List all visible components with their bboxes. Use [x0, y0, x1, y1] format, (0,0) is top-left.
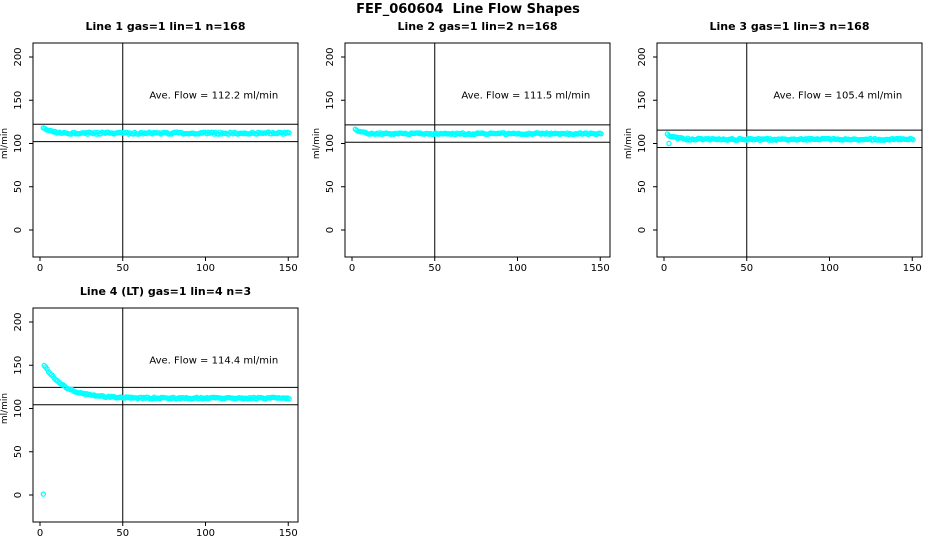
y-axis-label: ml/min — [0, 393, 10, 424]
panel-line-4: Line 4 (LT) gas=1 lin=4 n=3 0 50 100 150 0 50… — [0, 283, 312, 540]
data-series — [40, 362, 292, 497]
ave-flow-annotation: Ave. Flow = 111.5 ml/min — [461, 91, 590, 102]
y-tick-label: 200 — [637, 47, 648, 66]
outlier-data-point — [666, 140, 672, 147]
x-tick-label: 150 — [591, 263, 610, 274]
y-tick-label: 150 — [13, 356, 24, 375]
plot-canvas-line-1: 0 50 100 150 0 50 100 150 200 ml/min Ave. Flow = 1… — [0, 42, 299, 274]
data-point — [286, 396, 292, 402]
plot-box — [32, 307, 299, 523]
outlier-data-point — [40, 491, 47, 497]
y-tick-label: 200 — [13, 312, 24, 331]
panel-title-line-1: Line 1 gas=1 lin=1 n=168 — [85, 20, 246, 33]
plot-box — [656, 42, 923, 258]
x-tick-label: 100 — [196, 528, 215, 539]
x-tick-label: 100 — [196, 263, 215, 274]
plot-canvas-line-4: 0 50 100 150 0 50 100 150 200 ml/min Ave. Flow = 1… — [0, 307, 299, 539]
plot-canvas-line-2: 0 50 100 150 0 50 100 150 200 ml/min Ave. Flow = 1… — [312, 42, 611, 274]
data-series — [664, 131, 916, 147]
x-tick-label: 50 — [116, 263, 129, 274]
x-tick-label: 150 — [279, 528, 298, 539]
x-tick-label: 150 — [903, 263, 922, 274]
y-tick-label: 150 — [637, 91, 648, 110]
y-tick-label: 100 — [13, 134, 24, 153]
x-tick-label: 50 — [116, 528, 129, 539]
y-axis-label: ml/min — [624, 128, 634, 159]
x-tick-label: 0 — [37, 263, 43, 274]
x-tick-label: 150 — [279, 263, 298, 274]
y-tick-label: 0 — [13, 227, 24, 233]
ave-flow-annotation: Ave. Flow = 112.2 ml/min — [149, 91, 278, 102]
x-tick-label: 100 — [508, 263, 527, 274]
y-tick-label: 0 — [637, 227, 648, 233]
y-axis-label: ml/min — [312, 128, 322, 159]
data-series — [352, 126, 604, 138]
data-series — [40, 125, 292, 137]
x-tick-label: 50 — [428, 263, 441, 274]
y-tick-label: 100 — [325, 134, 336, 153]
y-tick-label: 100 — [637, 134, 648, 153]
plot-canvas-line-3: 0 50 100 150 0 50 100 150 200 ml/min Ave. Flow = 1… — [624, 42, 923, 274]
panel-line-2: Line 2 gas=1 lin=2 n=168 0 50 100 150 0 50 100… — [312, 18, 624, 275]
panel-line-1: Line 1 gas=1 lin=1 n=168 0 50 100 150 0 50 100… — [0, 18, 312, 275]
panel-title-line-3: Line 3 gas=1 lin=3 n=168 — [709, 20, 870, 33]
ave-flow-annotation: Ave. Flow = 105.4 ml/min — [773, 91, 902, 102]
y-tick-label: 50 — [13, 180, 24, 193]
x-tick-label: 100 — [820, 263, 839, 274]
y-tick-label: 150 — [13, 91, 24, 110]
panel-title-line-4: Line 4 (LT) gas=1 lin=4 n=3 — [79, 285, 252, 298]
y-tick-label: 50 — [325, 180, 336, 193]
data-point — [910, 137, 916, 143]
y-axis-label: ml/min — [0, 128, 10, 159]
y-tick-label: 0 — [325, 227, 336, 233]
x-tick-label: 50 — [740, 263, 753, 274]
y-tick-label: 200 — [13, 47, 24, 66]
y-tick-label: 100 — [13, 399, 24, 418]
panel-title-line-2: Line 2 gas=1 lin=2 n=168 — [397, 20, 558, 33]
y-tick-label: 200 — [325, 47, 336, 66]
plot-box — [344, 42, 611, 258]
x-tick-label: 0 — [349, 263, 355, 274]
ave-flow-annotation: Ave. Flow = 114.4 ml/min — [149, 356, 278, 367]
y-tick-label: 50 — [13, 445, 24, 458]
data-point — [286, 130, 292, 136]
y-tick-label: 0 — [13, 492, 24, 498]
panel-line-3: Line 3 gas=1 lin=3 n=168 0 50 100 150 0 50 100… — [624, 18, 936, 275]
data-point — [598, 131, 604, 137]
plot-box — [32, 42, 299, 258]
x-tick-label: 0 — [37, 528, 43, 539]
x-tick-label: 0 — [661, 263, 667, 274]
y-tick-label: 150 — [325, 91, 336, 110]
page-title: FEF_060604 Line Flow Shapes — [356, 2, 580, 17]
y-tick-label: 50 — [637, 180, 648, 193]
